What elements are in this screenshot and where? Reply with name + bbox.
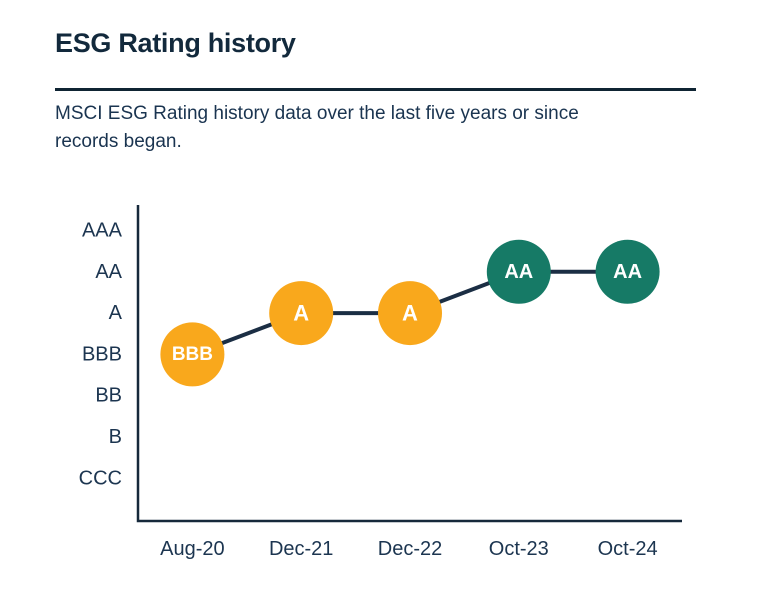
title-divider: [55, 88, 696, 91]
rating-point: [378, 281, 442, 346]
rating-point-label: A: [402, 301, 418, 326]
y-axis-label: A: [109, 302, 123, 324]
x-axis-label: Oct-23: [489, 538, 549, 560]
y-axis-label: CCC: [79, 467, 122, 489]
rating-point-label: BBB: [172, 344, 213, 365]
page-title: ESG Rating history: [55, 28, 296, 58]
rating-point: [595, 239, 660, 304]
x-axis-label: Aug-20: [160, 538, 225, 560]
axis-lines: [136, 205, 682, 523]
x-axis-label: Oct-24: [598, 538, 658, 560]
x-axis-label: Dec-21: [269, 538, 333, 560]
rating-point: [160, 322, 225, 387]
y-axis-label: BB: [95, 385, 122, 407]
rating-point-label: AA: [504, 261, 533, 283]
rating-point-label: A: [293, 301, 309, 326]
rating-point: [269, 281, 334, 346]
page-subtitle: MSCI ESG Rating history data over the la…: [55, 103, 579, 152]
y-axis-label: AA: [95, 261, 122, 283]
y-axis-label: BBB: [82, 343, 122, 365]
x-axis-label: Dec-22: [378, 538, 442, 560]
rating-point-label: AA: [613, 261, 642, 283]
rating-point: [486, 239, 551, 304]
y-axis-label: AAA: [82, 220, 123, 242]
y-axis-label: B: [109, 426, 122, 448]
